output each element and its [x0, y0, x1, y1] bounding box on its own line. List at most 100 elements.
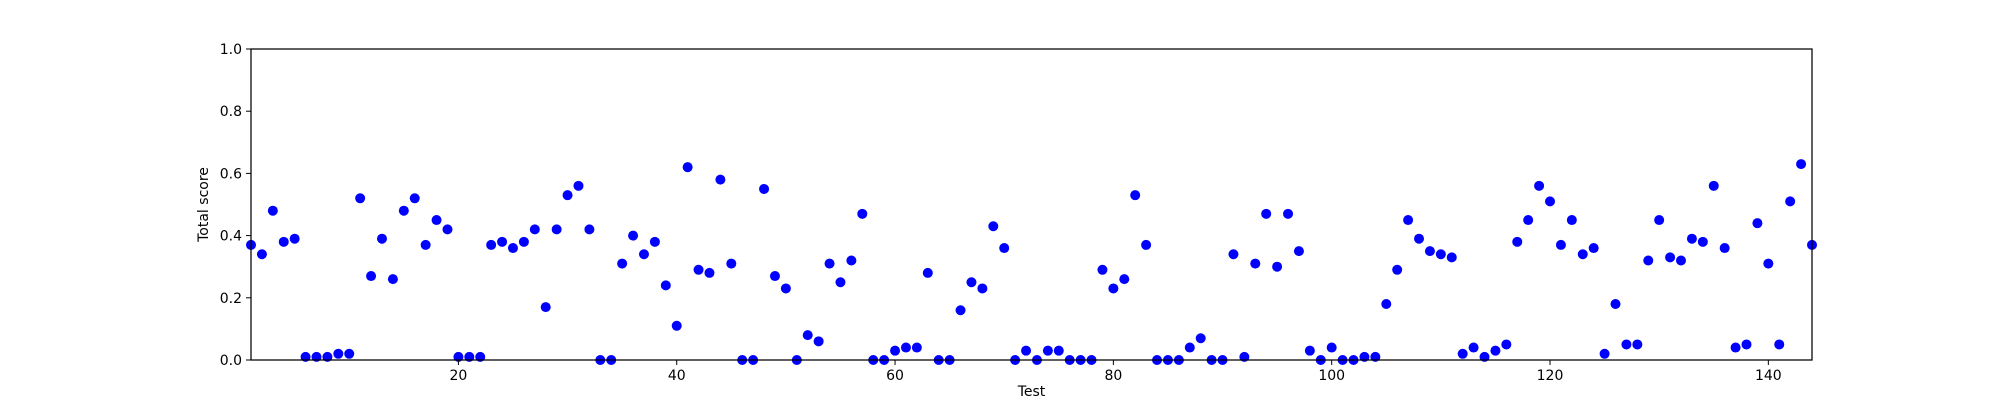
data-point	[1610, 299, 1621, 310]
data-point	[1555, 239, 1566, 250]
data-point	[1490, 345, 1501, 356]
data-point	[387, 274, 398, 285]
data-point	[1108, 283, 1119, 294]
data-point	[1566, 215, 1577, 226]
data-point	[1796, 159, 1807, 170]
y-tick-label: 0.4	[220, 229, 242, 245]
data-point	[1392, 264, 1403, 275]
data-point	[1195, 333, 1206, 344]
data-point	[1741, 339, 1752, 350]
data-point	[1403, 215, 1414, 226]
data-point	[529, 224, 540, 235]
data-point	[409, 193, 420, 204]
x-tick-label: 120	[1537, 368, 1564, 384]
data-point	[660, 280, 671, 291]
data-point	[1272, 261, 1283, 272]
data-point	[649, 236, 660, 247]
data-point	[835, 277, 846, 288]
x-axis-ticks: 20 40 60 80 100 120 140	[449, 360, 1782, 384]
data-point	[780, 283, 791, 294]
data-point	[398, 205, 409, 216]
data-point	[1042, 345, 1053, 356]
data-point	[846, 255, 857, 266]
points-layer	[246, 159, 1817, 365]
data-point	[256, 249, 267, 260]
data-point	[1643, 255, 1654, 266]
data-point	[1676, 255, 1687, 266]
data-point	[1774, 339, 1785, 350]
data-point	[1512, 236, 1523, 247]
data-point	[1468, 342, 1479, 353]
data-point	[802, 330, 813, 341]
data-point	[955, 305, 966, 316]
data-point	[1763, 258, 1774, 269]
y-tick-label: 0.8	[220, 104, 242, 120]
data-point	[1545, 196, 1556, 207]
data-point	[431, 215, 442, 226]
y-tick-label: 1.0	[220, 42, 242, 58]
data-point	[638, 249, 649, 260]
data-point	[333, 348, 344, 359]
data-point	[1665, 252, 1676, 263]
data-point	[289, 233, 300, 244]
data-point	[1326, 342, 1337, 353]
data-point	[1097, 264, 1108, 275]
data-point	[497, 236, 508, 247]
y-tick-label: 0.6	[220, 166, 242, 182]
data-point	[518, 236, 529, 247]
data-point	[507, 243, 518, 254]
x-tick-label: 80	[1104, 368, 1122, 384]
data-point	[486, 239, 497, 250]
data-point	[813, 336, 824, 347]
data-point	[355, 193, 366, 204]
data-point	[344, 348, 355, 359]
y-tick-label: 0.0	[220, 353, 242, 369]
data-point	[769, 271, 780, 282]
data-point	[617, 258, 628, 269]
data-point	[1228, 249, 1239, 260]
data-point	[1577, 249, 1588, 260]
y-axis-label: Total score	[196, 167, 212, 243]
data-point	[715, 174, 726, 185]
data-point	[1588, 243, 1599, 254]
data-point	[704, 267, 715, 278]
data-point	[267, 205, 278, 216]
x-tick-label: 20	[449, 368, 467, 384]
data-point	[726, 258, 737, 269]
data-point	[911, 342, 922, 353]
data-point	[1283, 208, 1294, 219]
data-point	[562, 190, 573, 201]
data-point	[1293, 246, 1304, 257]
data-point	[1501, 339, 1512, 350]
data-point	[278, 236, 289, 247]
x-tick-label: 60	[886, 368, 904, 384]
data-point	[366, 271, 377, 282]
data-point	[1708, 180, 1719, 191]
data-point	[1599, 348, 1610, 359]
data-point	[1752, 218, 1763, 229]
data-point	[824, 258, 835, 269]
x-tick-label: 140	[1755, 368, 1782, 384]
data-point	[1304, 345, 1315, 356]
data-point	[988, 221, 999, 232]
data-point	[584, 224, 595, 235]
data-point	[1730, 342, 1741, 353]
data-point	[966, 277, 977, 288]
data-point	[1457, 348, 1468, 359]
x-axis-label: Test	[1017, 384, 1046, 400]
data-point	[1053, 345, 1064, 356]
data-point	[1686, 233, 1697, 244]
data-point	[900, 342, 911, 353]
data-point	[857, 208, 868, 219]
data-point	[1719, 243, 1730, 254]
data-point	[922, 267, 933, 278]
data-point	[671, 320, 682, 331]
data-point	[1621, 339, 1632, 350]
data-point	[1424, 246, 1435, 257]
data-point	[1414, 233, 1425, 244]
data-point	[540, 302, 551, 313]
x-tick-label: 40	[668, 368, 686, 384]
data-point	[1184, 342, 1195, 353]
data-point	[1261, 208, 1272, 219]
